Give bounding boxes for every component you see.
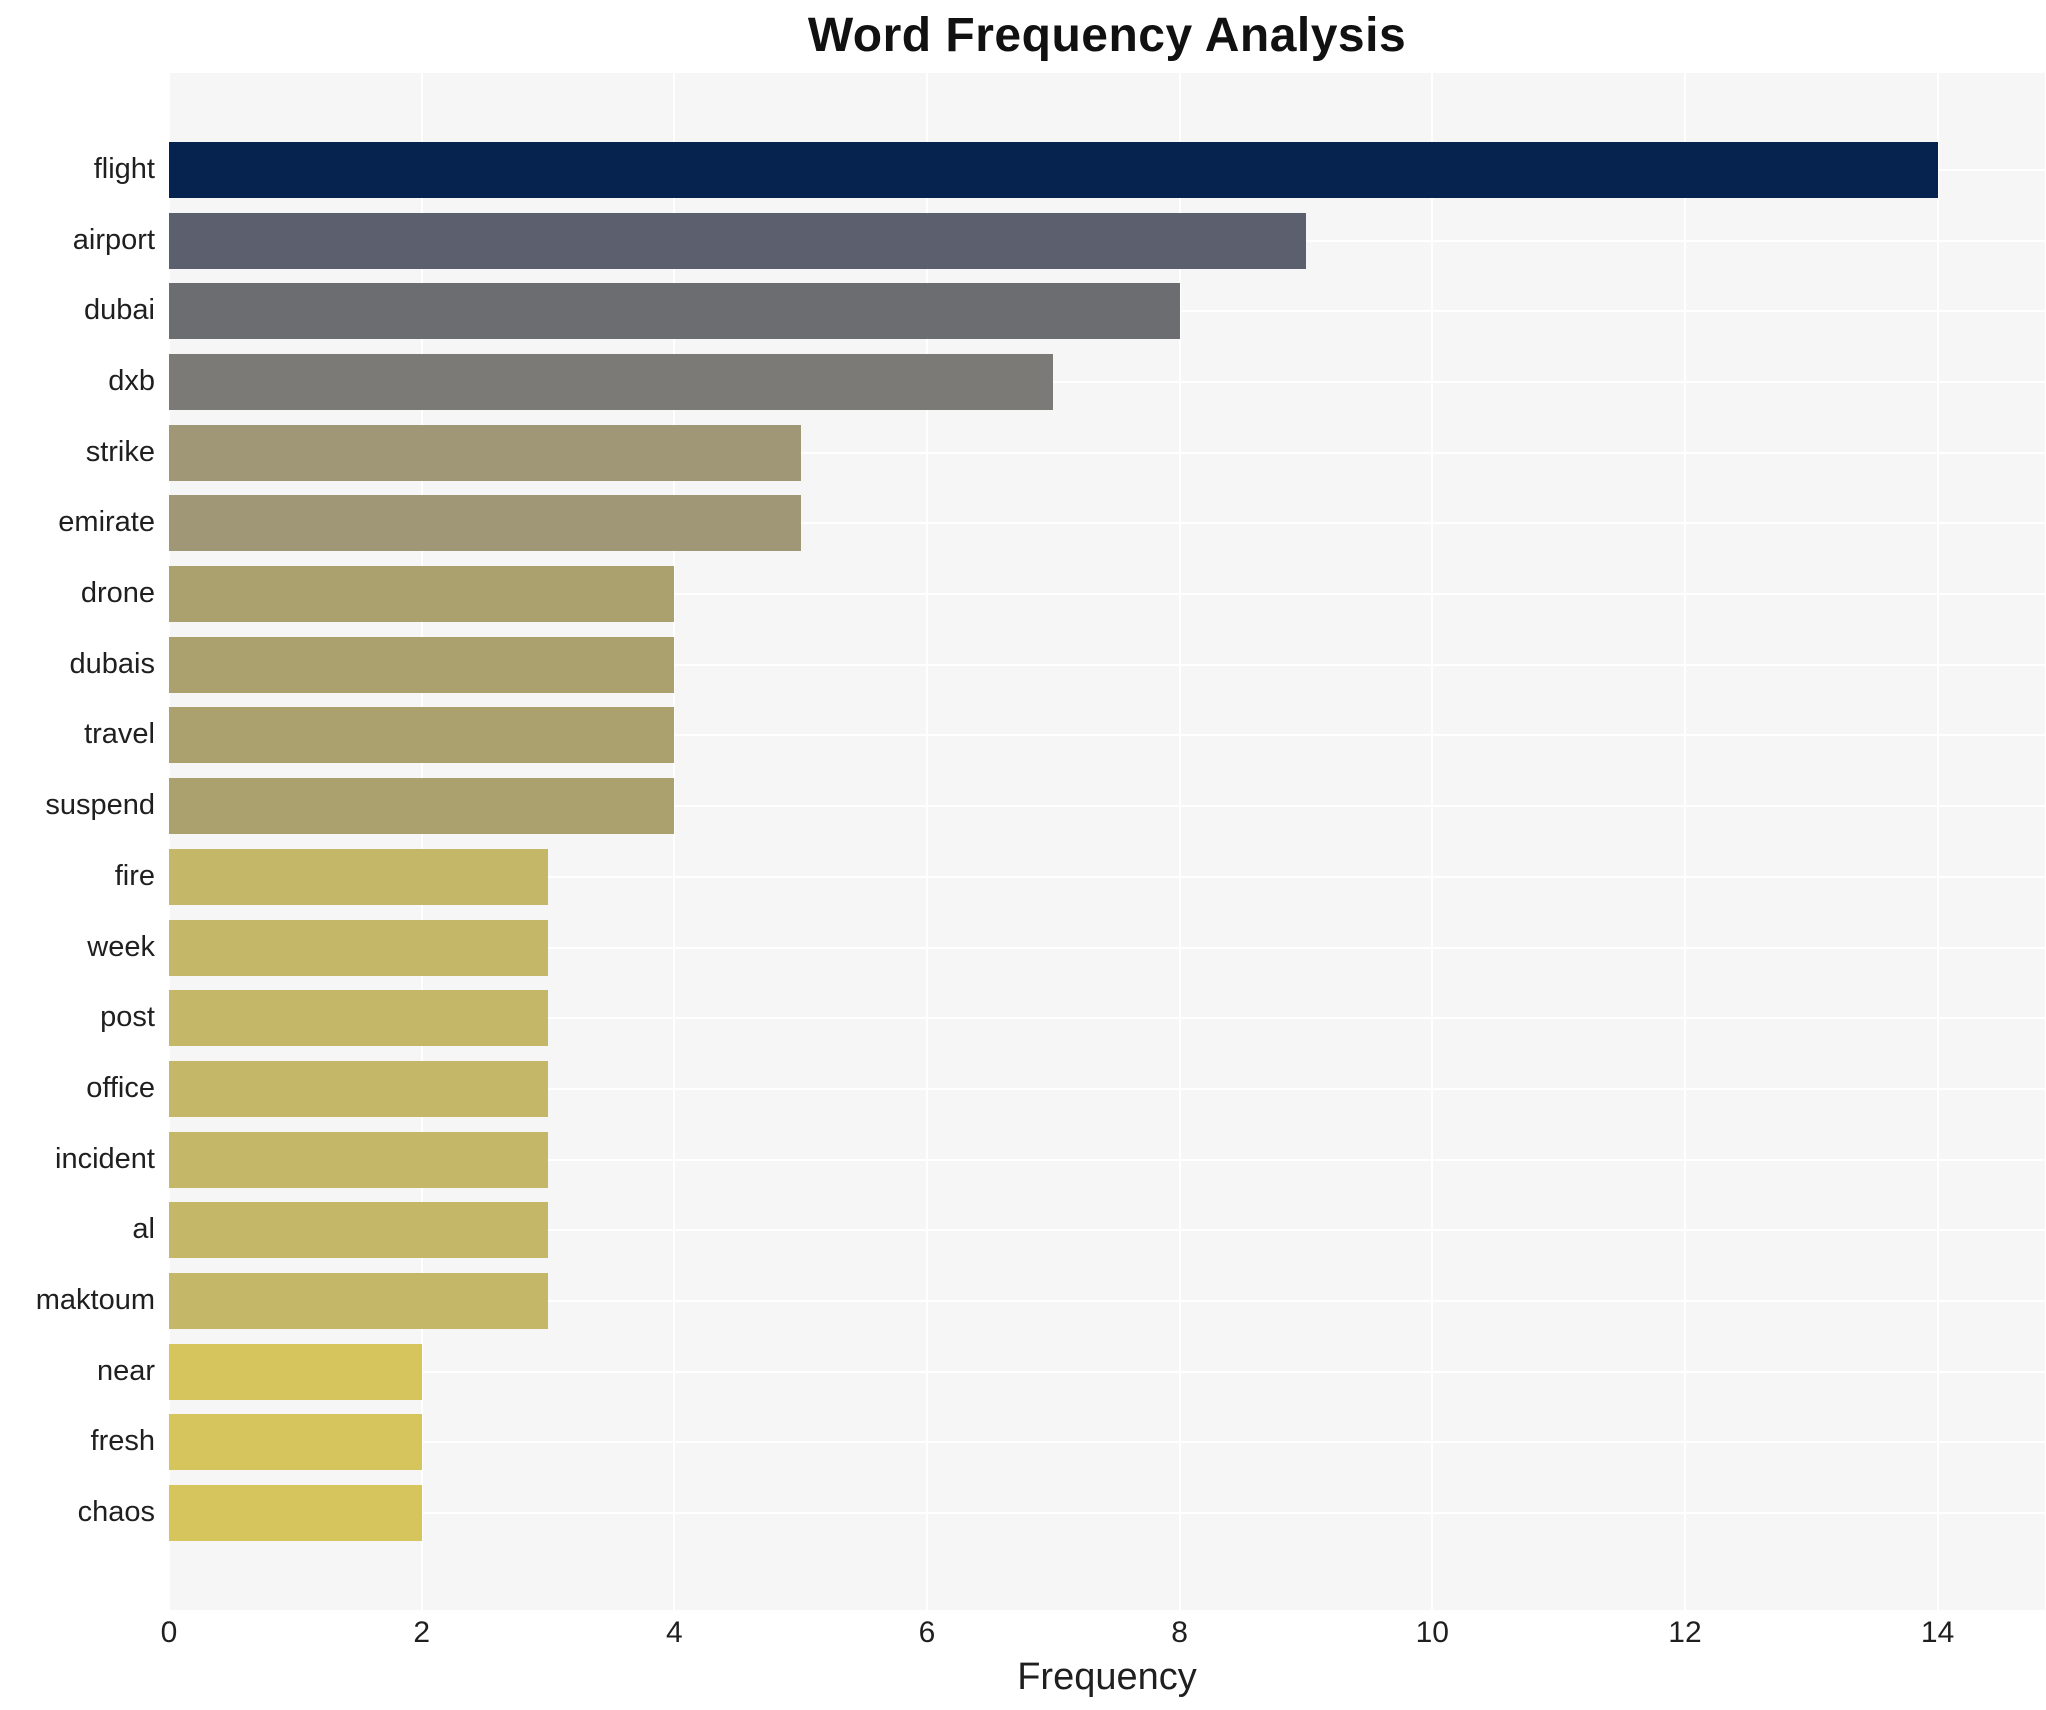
y-tick-label-week: week [87,930,155,963]
x-tick-label-4: 4 [665,1616,683,1649]
x-tick-label-6: 6 [918,1616,936,1649]
gridline-row-strike [169,451,2045,454]
y-tick-label-strike: strike [85,435,155,468]
y-tick-label-near: near [96,1354,155,1387]
x-tick-label-0: 0 [160,1616,178,1649]
y-tick-label-office: office [86,1071,155,1104]
bar-travel [169,707,675,764]
gridline-row-incident [169,1158,2045,1161]
gridline-x-10 [1431,73,1434,1610]
bar-emirate [169,495,801,552]
gridline-row-emirate [169,522,2045,525]
y-tick-label-chaos: chaos [77,1496,155,1529]
y-tick-label-al: al [132,1213,155,1246]
gridline-row-drone [169,593,2045,596]
bar-dubais [169,636,675,693]
gridline-row-fresh [169,1441,2045,1444]
y-tick-label-post: post [100,1001,155,1034]
gridline-row-dubais [169,663,2045,666]
bar-week [169,919,548,976]
gridline-x-14 [1936,73,1939,1610]
y-tick-label-travel: travel [84,718,155,751]
bar-suspend [169,778,675,835]
bar-fresh [169,1414,422,1471]
bar-al [169,1202,548,1259]
plot-area [168,73,2045,1610]
bar-office [169,1060,548,1117]
bar-fire [169,848,548,905]
gridline-x-6 [925,73,928,1610]
gridline-row-chaos [169,1512,2045,1515]
bar-drone [169,566,675,623]
bar-maktoum [169,1273,548,1330]
y-tick-label-fresh: fresh [90,1425,155,1458]
y-tick-label-dubai: dubai [84,294,155,327]
x-tick-label-10: 10 [1415,1616,1449,1649]
y-tick-label-drone: drone [80,577,155,610]
bar-dubai [169,283,1180,340]
gridline-row-fire [169,875,2045,878]
gridline-x-12 [1683,73,1686,1610]
gridline-row-travel [169,734,2045,737]
gridline-x-2 [420,73,423,1610]
x-tick-label-8: 8 [1171,1616,1188,1649]
bar-post [169,990,548,1047]
gridline-row-office [169,1087,2045,1090]
x-tick-label-12: 12 [1668,1616,1702,1649]
x-tick-label-2: 2 [413,1616,430,1649]
gridline-x-4 [673,73,676,1610]
gridline-row-near [169,1370,2045,1373]
y-tick-label-suspend: suspend [45,789,155,822]
bar-flight [169,141,1938,198]
y-tick-label-emirate: emirate [58,506,155,539]
x-axis-title: Frequency [1017,1656,1197,1698]
x-tick-label-14: 14 [1920,1616,1955,1649]
bar-airport [169,212,1306,269]
y-tick-label-incident: incident [55,1142,155,1175]
gridline-row-maktoum [169,1300,2045,1303]
chart-title: Word Frequency Analysis [807,9,1407,62]
y-tick-label-fire: fire [114,859,155,892]
gridline-row-al [169,1229,2045,1232]
gridline-row-dxb [169,380,2045,383]
gridline-row-week [169,946,2045,949]
gridline-row-suspend [169,805,2045,808]
bar-incident [169,1131,548,1188]
bar-near [169,1343,422,1400]
y-tick-label-flight: flight [93,152,155,185]
gridline-x-0 [168,73,170,1610]
gridline-row-post [169,1017,2045,1020]
y-tick-label-airport: airport [72,223,155,256]
gridline-x-8 [1178,73,1181,1610]
y-tick-label-dubais: dubais [69,647,155,680]
y-tick-label-dxb: dxb [108,364,155,397]
y-tick-label-maktoum: maktoum [35,1284,155,1317]
bar-dxb [169,353,1054,410]
bar-strike [169,424,801,481]
bar-chaos [169,1485,422,1542]
